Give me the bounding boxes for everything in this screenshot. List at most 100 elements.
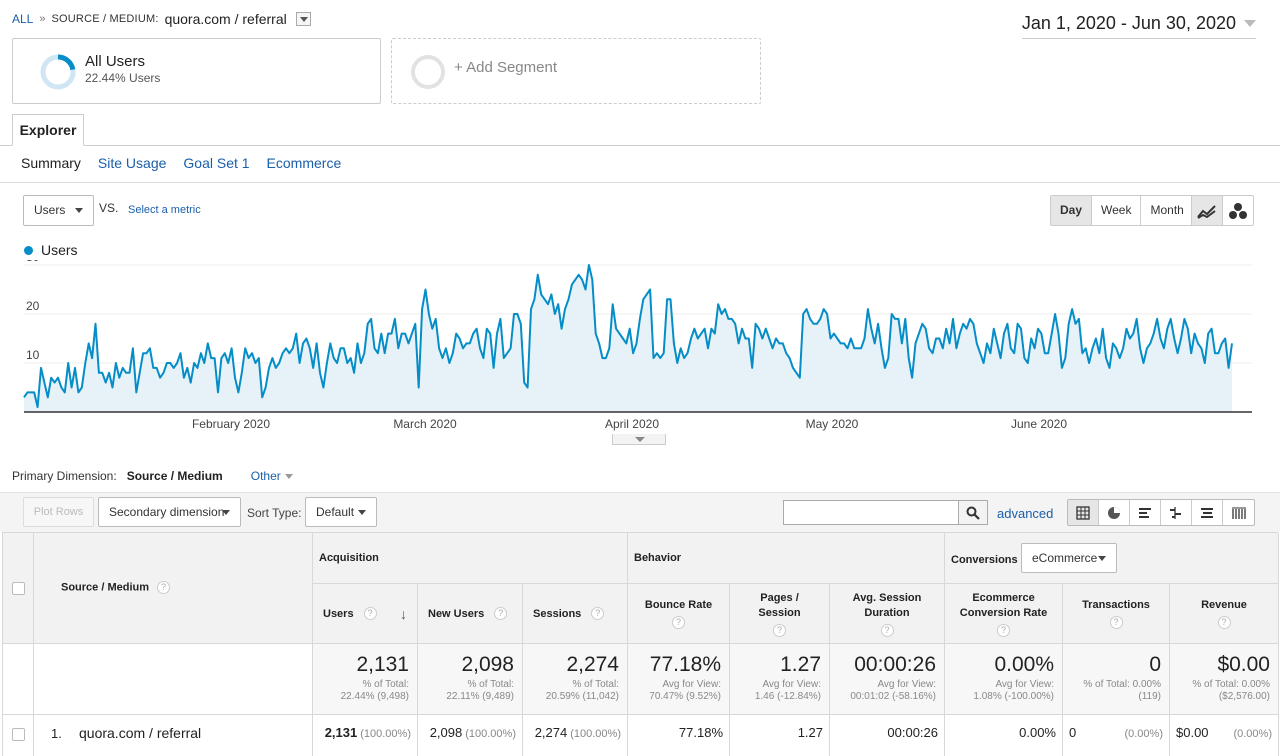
chevron-down-icon	[1244, 20, 1256, 27]
total-value: 00:00:26	[854, 653, 936, 676]
breadcrumb-dropdown-button[interactable]	[295, 12, 311, 26]
search-button[interactable]	[958, 501, 987, 524]
group-conversions: Conversions eCommerce	[945, 533, 1279, 584]
dimension-header-text: Source / Medium	[61, 581, 150, 594]
view-data-table-button[interactable]	[1068, 500, 1099, 525]
subtab-divider	[0, 182, 1280, 183]
plot-rows-button[interactable]: Plot Rows	[23, 497, 94, 527]
column-header-transactions[interactable]: Transactions?	[1063, 584, 1170, 644]
view-performance-button[interactable]	[1130, 500, 1161, 525]
column-header-bounce-rate[interactable]: Bounce Rate?	[628, 584, 730, 644]
explorer-subtabs: Summary Site Usage Goal Set 1 Ecommerce	[21, 155, 341, 171]
sort-type-label: Sort Type:	[247, 506, 302, 520]
line-chart-button[interactable]	[1192, 196, 1223, 225]
segment-all-users[interactable]: All Users 22.44% Users	[12, 38, 381, 104]
column-header-label: New Users?	[418, 584, 522, 643]
table-search-input[interactable]	[784, 501, 958, 524]
chevron-down-icon	[222, 510, 230, 515]
date-range-picker[interactable]: Jan 1, 2020 - Jun 30, 2020	[1021, 13, 1256, 39]
help-icon[interactable]: ?	[157, 581, 171, 594]
row-checkbox[interactable]	[12, 728, 25, 741]
tab-explorer[interactable]: Explorer	[12, 114, 84, 146]
column-header-text: New Users	[428, 607, 485, 620]
add-segment-label: + Add Segment	[454, 59, 557, 76]
subtab-goal-set-1[interactable]: Goal Set 1	[183, 155, 250, 171]
x-tick-label: May 2020	[806, 417, 859, 431]
primary-dimension-current[interactable]: Source / Medium	[126, 469, 223, 483]
help-icon[interactable]: ?	[591, 607, 605, 620]
y-tick-label: 20	[26, 299, 40, 313]
help-icon[interactable]: ?	[1217, 616, 1231, 629]
row-value: 2,131	[324, 725, 358, 740]
column-header-sessions[interactable]: Sessions?	[523, 584, 628, 644]
secondary-dimension-dropdown[interactable]: Secondary dimension	[98, 497, 241, 527]
period-day-button[interactable]: Day	[1051, 196, 1093, 225]
help-icon[interactable]: ?	[997, 623, 1010, 637]
column-header-avg-session-duration[interactable]: Avg. Session Duration?	[830, 584, 945, 644]
total-avg-session-duration: 00:00:26 Avg for View: 00:01:02 (-58.16%)	[830, 644, 945, 715]
row-cell-value: 2,274 (100.00%)	[529, 725, 621, 740]
comparison-icon	[1170, 506, 1181, 519]
row-value: 0.00%	[1019, 725, 1056, 740]
column-header-new-users[interactable]: New Users?	[418, 584, 523, 644]
view-pie-button[interactable]	[1099, 500, 1130, 525]
row-new-users: 2,098 (100.00%)	[418, 715, 523, 756]
view-comparison-button[interactable]	[1161, 500, 1192, 525]
total-reference: 70.47% (9.52%)	[649, 691, 721, 702]
bubble-chart-icon	[1228, 202, 1247, 219]
help-icon[interactable]: ?	[494, 607, 508, 620]
period-month-button[interactable]: Month	[1150, 203, 1184, 217]
total-reference: 00:01:02 (-58.16%)	[850, 691, 936, 702]
column-header-revenue[interactable]: Revenue?	[1170, 584, 1279, 644]
help-icon[interactable]: ?	[672, 616, 685, 629]
breadcrumb-all-link[interactable]: ALL	[12, 12, 34, 26]
column-header-label: Ecommerce Conversion Rate?	[945, 584, 1062, 643]
column-header-text: Transactions	[1082, 599, 1150, 611]
help-icon[interactable]: ?	[880, 623, 894, 637]
sort-type-dropdown[interactable]: Default	[305, 497, 377, 527]
chart-collapse-handle[interactable]	[612, 434, 666, 445]
total-reference: 22.11% (9,489)	[446, 691, 514, 702]
total-reference: 1.08% (-100.00%)	[973, 691, 1054, 702]
period-week-button[interactable]: Week	[1092, 196, 1142, 225]
period-toggle: Day Week Month	[1050, 195, 1194, 226]
search-icon	[966, 506, 980, 520]
row-cell-value: 2,131 (100.00%)	[319, 725, 411, 740]
group-behavior-label: Behavior	[634, 552, 682, 564]
metric-selector[interactable]: Users	[23, 195, 94, 226]
column-header-pages-per-session[interactable]: Pages / Session?	[730, 584, 830, 644]
view-term-cloud-button[interactable]	[1192, 500, 1223, 525]
column-header-ecommerce-conversion-rate[interactable]: Ecommerce Conversion Rate?	[945, 584, 1063, 644]
total-value: 2,098	[461, 653, 514, 676]
select-all-checkbox[interactable]	[12, 582, 25, 595]
advanced-filter-link[interactable]: advanced	[997, 506, 1054, 521]
row-dimension-link[interactable]: quora.com / referral	[79, 725, 202, 741]
primary-dimension-label: Primary Dimension:	[12, 469, 117, 483]
total-value: 1.27	[780, 653, 821, 676]
total-label: Avg for View:	[877, 679, 936, 690]
add-segment-button[interactable]: + Add Segment	[391, 38, 761, 104]
total-reference: 20.59% (11,042)	[545, 691, 619, 702]
help-icon[interactable]: ?	[363, 607, 377, 620]
group-behavior: Behavior	[628, 533, 945, 584]
primary-dimension-other[interactable]: Other	[251, 469, 293, 483]
primary-dimension-bar: Primary Dimension: Source / Medium Other	[12, 469, 293, 483]
conversions-type-dropdown[interactable]: eCommerce	[1021, 543, 1117, 573]
column-header-label: Revenue?	[1170, 584, 1278, 643]
subtab-ecommerce[interactable]: Ecommerce	[266, 155, 342, 171]
chevron-down-icon	[75, 208, 83, 213]
help-icon[interactable]: ?	[1109, 616, 1123, 629]
row-index: 1.	[51, 726, 62, 741]
select-metric-link[interactable]: Select a metric	[128, 204, 201, 216]
row-value: 00:00:26	[887, 725, 938, 740]
motion-chart-button[interactable]	[1223, 196, 1253, 225]
subtab-site-usage[interactable]: Site Usage	[97, 155, 167, 171]
view-pivot-button[interactable]	[1223, 500, 1254, 525]
subtab-summary[interactable]: Summary	[21, 155, 81, 171]
total-reference: 22.44% (9,498)	[340, 691, 409, 702]
pivot-icon	[1201, 507, 1213, 518]
column-header-users[interactable]: Users? ↓	[313, 584, 418, 644]
total-label: % of Total: 0.00%	[1083, 679, 1161, 690]
legend-series-name: Users	[41, 242, 78, 258]
help-icon[interactable]: ?	[773, 623, 786, 637]
